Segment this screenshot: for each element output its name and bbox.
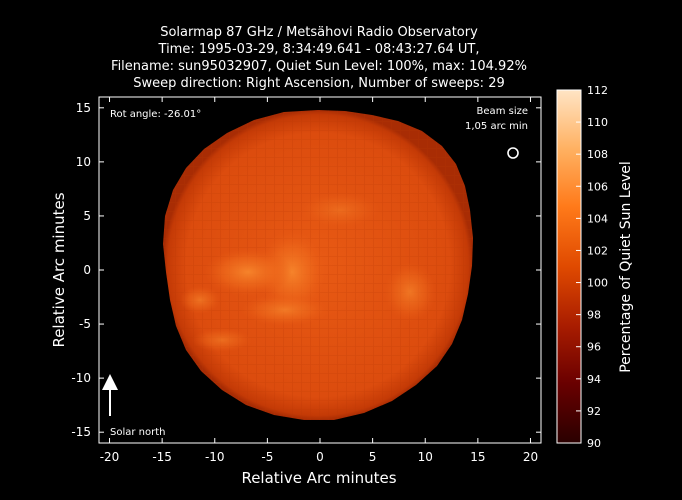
x-tick-label: -10: [205, 450, 225, 464]
colorbar: [556, 89, 582, 444]
solar-north-arrow-icon: [102, 374, 118, 416]
x-tick-label: 15: [470, 450, 485, 464]
x-tick-label: -5: [261, 450, 273, 464]
x-axis-label: Relative Arc minutes: [241, 469, 396, 487]
axis-ticks: -20 -15 -10 -5 0 5 10 15 20 15 10 5 0 -5 -10 -15: [71, 97, 541, 464]
colorbar-tick-label: 90: [587, 437, 601, 450]
x-tick-label: -15: [152, 450, 172, 464]
colorbar-tick-label: 96: [587, 341, 601, 354]
title-line-4: Sweep direction: Right Ascension, Number…: [133, 76, 505, 91]
x-tick-label: 10: [418, 450, 433, 464]
bright-region: [180, 286, 220, 314]
title-line-1: Solarmap 87 GHz / Metsähovi Radio Observ…: [160, 25, 478, 40]
colorbar-tick-label: 104: [587, 212, 608, 225]
colorbar-label: Percentage of Quiet Sun Level: [618, 161, 634, 373]
colorbar-tick-label: 108: [587, 148, 608, 161]
bright-region: [204, 248, 292, 296]
colorbar-tick-label: 94: [587, 373, 601, 386]
y-axis-label: Relative Arc minutes: [50, 192, 68, 347]
y-tick-label: -10: [71, 371, 91, 385]
bright-region: [300, 192, 380, 228]
y-tick-label: -15: [71, 425, 91, 439]
solar-north-label: Solar north: [110, 427, 166, 438]
title-line-2: Time: 1995-03-29, 8:34:49.641 - 08:43:27…: [158, 42, 480, 57]
x-tick-label: 20: [523, 450, 538, 464]
colorbar-ticks: 112 110 108 106 104 102 100 98 96 94 92 90: [576, 84, 608, 450]
colorbar-tick-label: 110: [587, 116, 608, 129]
rot-angle-label: Rot angle: -26.01°: [110, 109, 201, 120]
colorbar-tick-label: 100: [587, 277, 608, 290]
colorbar-tick-label: 92: [587, 405, 601, 418]
x-tick-label: 0: [316, 450, 324, 464]
y-tick-label: 10: [76, 155, 91, 169]
y-tick-label: -5: [79, 317, 91, 331]
beam-size-label: Beam size: [477, 106, 528, 117]
x-tick-label: -20: [100, 450, 120, 464]
beam-size-circle-icon: [507, 147, 519, 159]
x-tick-label: 5: [369, 450, 377, 464]
colorbar-tick-label: 102: [587, 244, 608, 257]
solar-map-image: [99, 97, 541, 443]
y-tick-label: 0: [83, 263, 91, 277]
y-tick-label: 15: [76, 101, 91, 115]
beam-size-value: 1,05 arc min: [465, 121, 528, 132]
bright-region: [192, 328, 252, 352]
colorbar-tick-label: 98: [587, 309, 601, 322]
colorbar-tick-label: 106: [587, 180, 608, 193]
bright-region: [241, 294, 329, 326]
y-tick-label: 5: [83, 209, 91, 223]
title-line-3: Filename: sun95032907, Quiet Sun Level: …: [111, 59, 527, 74]
colorbar-tick-label: 112: [587, 84, 608, 97]
bright-region: [384, 262, 436, 322]
